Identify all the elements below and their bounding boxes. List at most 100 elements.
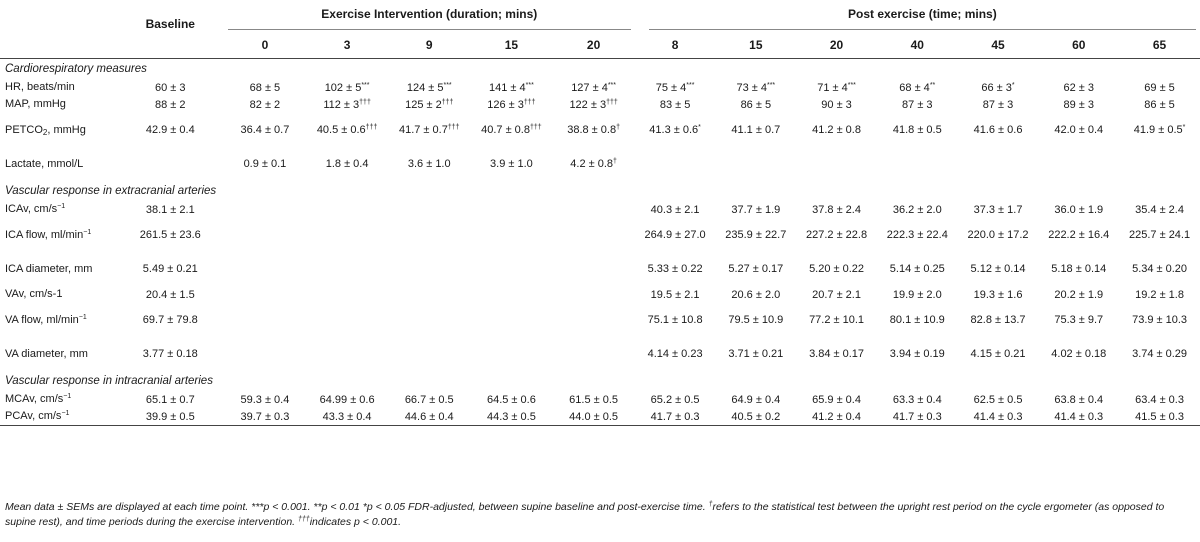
row-label: ICAv, cm/s−1 [0, 201, 117, 218]
cell-value: 41.9 ± 0.5 [1133, 124, 1183, 136]
data-cell: 222.3 ± 22.4 [877, 218, 958, 252]
data-cell: 66.7 ± 0.5 [388, 391, 470, 408]
cell-value: 87 ± 3 [902, 98, 933, 111]
data-cell: 3.77 ± 0.18 [117, 337, 224, 371]
cell-value: 59.3 ± 0.4 [240, 393, 290, 406]
data-cell [552, 201, 634, 218]
data-cell [552, 337, 634, 371]
table-row: PETCO2, mmHg 42.9 ± 0.4 36.4 ± 0.7 40.5 ± 0… [0, 113, 1200, 147]
cell-value: 3.74 ± 0.29 [1132, 348, 1188, 360]
data-cell: 41.7 ± 0.3 [877, 408, 958, 426]
data-cell: 19.2 ± 1.8 [1119, 286, 1200, 303]
cell-value: 3.6 ± 1.0 [407, 158, 451, 170]
cell-value: 65.2 ± 0.5 [650, 393, 700, 406]
cell-value: 68 ± 4 [899, 81, 930, 94]
data-cell: 5.14 ± 0.25 [877, 252, 958, 286]
post-group-label: Post exercise (time; mins) [648, 7, 1196, 30]
data-cell: 66 ± 3* [958, 79, 1039, 96]
significance-marker: ††† [529, 124, 542, 131]
cell-value: 69 ± 5 [1144, 81, 1175, 94]
table-row: VAv, cm/s-1 20.4 ± 1.5 19.5 ± 2.1 20.6 ± 2.… [0, 286, 1200, 303]
cell-value: 235.9 ± 22.7 [725, 229, 787, 241]
cell-value: 40.7 ± 0.8 [481, 124, 530, 136]
data-cell [1119, 147, 1200, 181]
significance-marker: *** [607, 81, 616, 89]
data-cell: 39.7 ± 0.3 [224, 408, 306, 426]
data-cell: 37.7 ± 1.9 [715, 201, 796, 218]
data-cell: 41.2 ± 0.4 [796, 408, 877, 426]
header-time-exercise-0: 0 [261, 37, 269, 52]
footnote-text-4: < 0.05 FDR-adjusted, between supine base… [372, 501, 709, 513]
row-label-sup: −1 [61, 410, 70, 417]
data-cell [117, 147, 224, 181]
data-cell: 36.0 ± 1.9 [1038, 201, 1119, 218]
significance-marker: * [1011, 81, 1015, 89]
data-cell: 41.1 ± 0.7 [715, 113, 796, 147]
row-label-text: PCAv, cm/s [5, 410, 62, 422]
row-label-text: MCAv, cm/s [5, 393, 64, 405]
cell-value: 75.1 ± 10.8 [647, 314, 703, 326]
table-row: Lactate, mmol/L 0.9 ± 0.1 1.8 ± 0.4 3.6 ± 1… [0, 147, 1200, 181]
row-label-main: PETCO [5, 123, 43, 136]
data-cell [224, 218, 306, 252]
data-cell: 20.6 ± 2.0 [715, 286, 796, 303]
data-cell: 5.20 ± 0.22 [796, 252, 877, 286]
cell-value: 82.8 ± 13.7 [970, 314, 1026, 326]
section-row: Vascular response in extracranial arteri… [0, 181, 1200, 201]
row-label: MAP, mmHg [0, 96, 117, 113]
cell-value: 35.4 ± 2.4 [1135, 203, 1184, 216]
data-cell: 41.3 ± 0.6* [635, 113, 716, 147]
row-label: VA flow, ml/min−1 [0, 303, 117, 337]
table-row: VA diameter, mm 3.77 ± 0.18 4.14 ± 0.23 3.7… [0, 337, 1200, 371]
header-exercise-group: Exercise Intervention (duration; mins) [224, 0, 635, 31]
header-time-exercise-3: 3 [343, 37, 351, 52]
cell-value: 41.7 ± 0.7 [398, 124, 448, 136]
data-cell: 77.2 ± 10.1 [796, 303, 877, 337]
cell-value: 75 ± 4 [655, 81, 687, 94]
cell-value: 43.3 ± 0.4 [322, 410, 372, 423]
data-cell [470, 218, 552, 252]
cell-value: 39.7 ± 0.3 [240, 410, 290, 423]
data-cell: 40.5 ± 0.6††† [306, 113, 388, 147]
section-row: Cardiorespiratory measures [0, 59, 1200, 80]
data-cell [306, 337, 388, 371]
section-title: Vascular response in extracranial arteri… [5, 185, 217, 197]
data-cell: 82.8 ± 13.7 [958, 303, 1039, 337]
cell-value: 41.1 ± 0.7 [731, 124, 781, 136]
cell-value: 222.2 ± 16.4 [1048, 229, 1110, 241]
data-cell: 71 ± 4*** [796, 79, 877, 96]
footnote-p-3: p [366, 501, 373, 513]
cell-value: 4.2 ± 0.8 [570, 158, 614, 170]
data-cell: 62 ± 3 [1038, 79, 1119, 96]
table-row: PCAv, cm/s−1 39.9 ± 0.5 39.7 ± 0.3 43.3 ± 0… [0, 408, 1200, 426]
significance-marker: ††† [606, 98, 618, 106]
data-cell [224, 286, 306, 303]
footnote-text-7: < 0.001. [359, 516, 402, 528]
data-cell: 3.74 ± 0.29 [1119, 337, 1200, 371]
data-cell: 38.1 ± 2.1 [117, 201, 224, 218]
data-cell [306, 218, 388, 252]
cell-value: 5.27 ± 0.17 [728, 263, 784, 275]
data-cell: 20.7 ± 2.1 [796, 286, 877, 303]
data-cell: 3.6 ± 1.0 [388, 147, 470, 181]
cell-value: 41.7 ± 0.3 [650, 410, 700, 423]
data-cell: 122 ± 3††† [552, 96, 634, 113]
cell-value: 73.9 ± 10.3 [1132, 314, 1188, 326]
data-cell [470, 286, 552, 303]
cell-value: 86 ± 5 [740, 98, 772, 111]
data-cell: 4.02 ± 0.18 [1038, 337, 1119, 371]
data-cell: 124 ± 5*** [388, 79, 470, 96]
row-label-text: ICA flow, ml/min [5, 228, 84, 241]
row-label-text: VA diameter, mm [5, 347, 88, 360]
header-time-post-20: 20 [829, 37, 844, 52]
data-cell: 90 ± 3 [796, 96, 877, 113]
data-cell: 36.4 ± 0.7 [224, 113, 306, 147]
significance-marker: ††† [365, 124, 378, 131]
data-cell: 41.9 ± 0.5* [1119, 113, 1200, 147]
data-cell: 20.4 ± 1.5 [117, 286, 224, 303]
cell-value: 261.5 ± 23.6 [139, 229, 201, 241]
row-label: ICA flow, ml/min−1 [0, 218, 117, 252]
header-row-times: 0 3 9 15 20 8 15 20 40 45 60 65 [0, 31, 1200, 59]
data-cell: 69.7 ± 79.8 [117, 303, 224, 337]
